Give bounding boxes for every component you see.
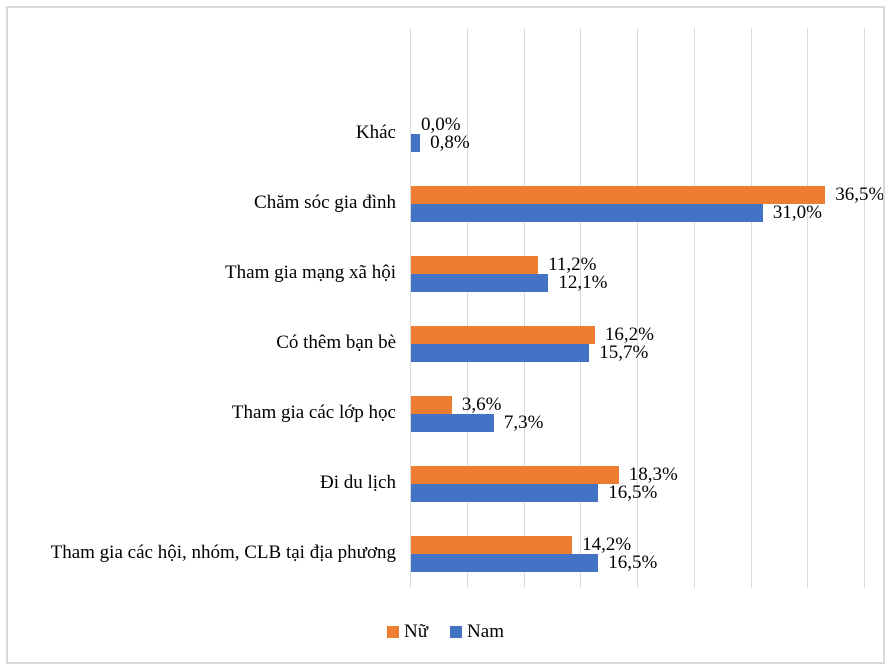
legend-swatch xyxy=(387,626,400,638)
legend-swatch xyxy=(450,626,463,638)
gridline xyxy=(750,28,752,588)
data-label: 0,8% xyxy=(430,132,470,153)
category-axis-line xyxy=(410,28,411,588)
data-label: 12,1% xyxy=(558,272,608,293)
category-label: Đi du lịch xyxy=(320,471,396,493)
data-label: 7,3% xyxy=(503,412,544,433)
legend: Nữ Nam xyxy=(0,621,891,643)
bar-series-1-cat-2 xyxy=(411,274,549,292)
data-label: 14,2% xyxy=(582,534,632,555)
bar-series-1-cat-0 xyxy=(411,134,421,152)
gridline xyxy=(523,28,525,588)
bar-series-0-cat-2 xyxy=(411,256,539,274)
bar-series-1-cat-6 xyxy=(411,554,599,572)
bar-series-0-cat-1 xyxy=(411,186,826,204)
gridline xyxy=(466,28,468,588)
category-label: Tham gia mạng xã hội xyxy=(225,261,396,283)
bar-series-0-cat-4 xyxy=(411,396,452,414)
data-label: 31,0% xyxy=(772,202,822,223)
data-label: 3,6% xyxy=(461,394,502,415)
gridline xyxy=(807,28,809,588)
gridline xyxy=(580,28,582,588)
bar-series-0-cat-6 xyxy=(411,536,573,554)
category-label: Tham gia các hội, nhóm, CLB tại địa phươ… xyxy=(50,541,396,563)
gridline xyxy=(864,28,865,588)
category-label: Tham gia các lớp học xyxy=(231,401,396,423)
category-label: Chăm sóc gia đình xyxy=(254,191,396,213)
data-label: 36,5% xyxy=(835,184,885,205)
data-label: 0,0% xyxy=(421,114,461,135)
bar-series-1-cat-3 xyxy=(411,344,590,362)
bar-series-1-cat-5 xyxy=(411,484,599,502)
category-label: Khác xyxy=(355,121,396,143)
gridline xyxy=(693,28,695,588)
bar-series-0-cat-5 xyxy=(411,466,619,484)
data-label: 16,5% xyxy=(608,552,658,573)
data-label: 16,2% xyxy=(604,324,654,345)
gridline xyxy=(637,28,638,588)
legend-label: Nữ xyxy=(404,621,429,642)
data-label: 18,3% xyxy=(628,464,678,485)
bar-series-1-cat-1 xyxy=(411,204,763,222)
bar-series-0-cat-3 xyxy=(411,326,595,344)
category-label: Có thêm bạn bè xyxy=(276,331,396,353)
legend-item: Nữ xyxy=(387,621,428,643)
data-label: 11,2% xyxy=(548,254,597,275)
legend-label: Nam xyxy=(467,621,504,642)
data-label: 16,5% xyxy=(608,482,658,503)
legend-item: Nam xyxy=(450,621,504,643)
bar-series-1-cat-4 xyxy=(411,414,494,432)
data-label: 15,7% xyxy=(599,342,649,363)
